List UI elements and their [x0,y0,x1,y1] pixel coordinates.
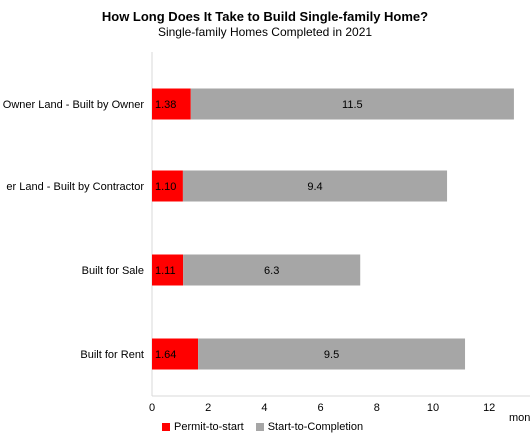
category-label: Owner Land - Built by Owner [3,99,145,111]
legend-swatch-permit [162,423,170,431]
bar-start-to-completion [198,338,466,370]
category-label: er Land - Built by Contractor [6,181,144,193]
bar-start-to-completion [182,170,448,202]
data-label: 1.64 [155,349,176,361]
data-label: 6.3 [264,265,279,277]
x-tick-label: 0 [149,402,155,414]
legend-swatch-completion [255,423,264,431]
legend-item-permit: Permit-to-start [162,421,244,433]
x-tick-label: 2 [205,402,211,414]
data-label: 11.5 [342,99,363,111]
legend: Permit-to-start Start-to-Completion [162,421,375,433]
legend-label-permit: Permit-to-start [174,421,244,433]
bar-permit-to-start [152,170,183,202]
bar-permit-to-start [152,254,184,286]
chart-subtitle: Single-family Homes Completed in 2021 [157,25,373,39]
bar-permit-to-start [152,338,199,370]
data-label: 1.10 [155,181,176,193]
x-tick-label: 4 [261,402,267,414]
data-label: 9.4 [307,181,322,193]
x-tick-label: 8 [374,402,380,414]
data-label: 9.5 [324,349,339,361]
x-axis-label: mon [509,412,530,424]
legend-item-completion: Start-to-Completion [255,421,364,433]
data-label: 1.11 [155,265,176,277]
data-label: 1.38 [155,99,176,111]
x-tick-label: 6 [318,402,324,414]
bar-permit-to-start [152,88,191,120]
legend-label-completion: Start-to-Completion [267,421,364,433]
x-tick-label: 10 [427,402,439,414]
x-tick-label: 12 [483,402,495,414]
category-label: Built for Sale [82,265,144,277]
bar-start-to-completion [190,88,514,120]
bar-start-to-completion [183,254,361,286]
category-label: Built for Rent [80,349,144,361]
chart-title: How Long Does It Take to Build Single-fa… [101,9,429,24]
